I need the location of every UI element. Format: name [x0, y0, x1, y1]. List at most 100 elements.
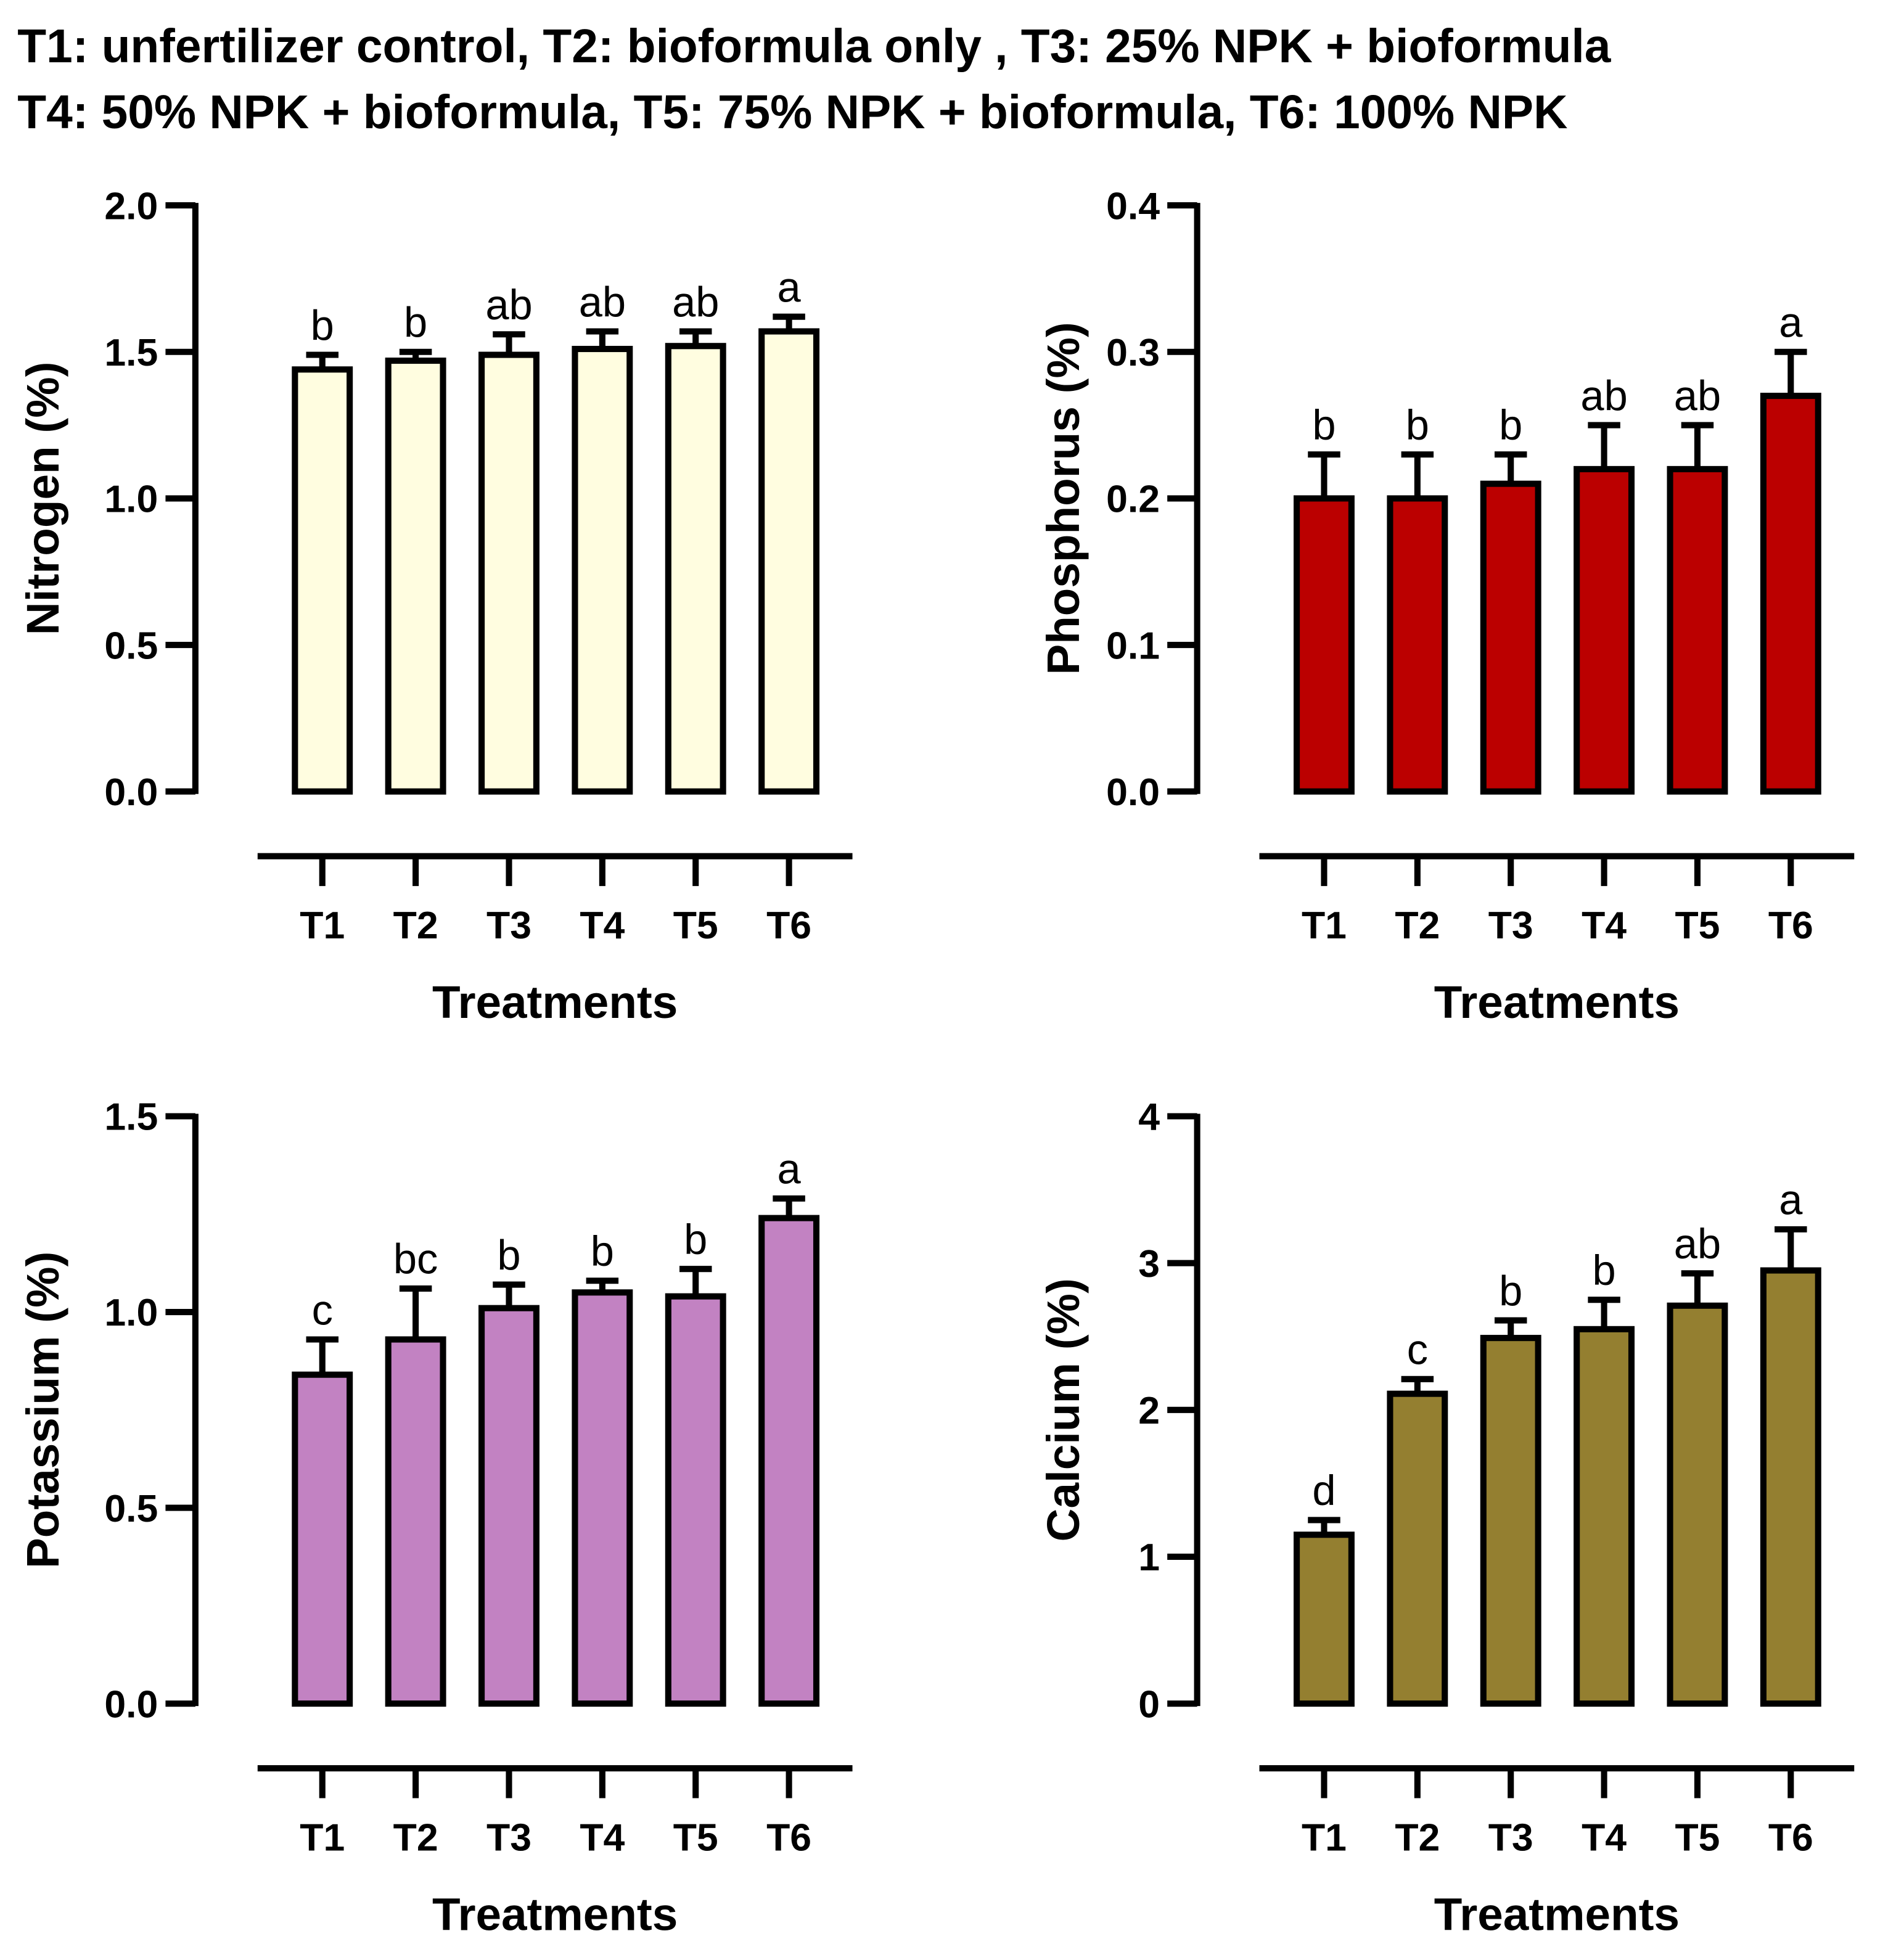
x-tick-label: T4 [1582, 1816, 1627, 1859]
x-tick-label: T6 [1768, 904, 1813, 947]
x-axis-label: Treatments [1434, 976, 1680, 1028]
significance-letter-T5: b [684, 1216, 707, 1263]
bar-T5 [665, 343, 726, 795]
bar-T5 [1667, 1302, 1728, 1707]
x-tick-label: T1 [1302, 1816, 1347, 1859]
y-tick-label: 0.0 [1106, 771, 1160, 814]
chart-panel-1: 0.0 0.5 1.0 1.5 2.0 Nitrogen (%) b T1 b T2 ab T3 ab T… [17, 184, 853, 1028]
y-tick-label: 0 [1138, 1683, 1160, 1726]
significance-letter-T4: b [591, 1228, 614, 1275]
bar-T2 [385, 1336, 446, 1707]
bar-T6 [758, 1215, 820, 1707]
y-axis-label: Potassium (%) [17, 1252, 68, 1568]
y-tick-label: 1.0 [104, 1291, 158, 1334]
y-tick-label: 0.5 [104, 624, 158, 667]
bar-T3 [1480, 1335, 1541, 1707]
y-tick-label: 1 [1138, 1536, 1160, 1579]
bar-T3 [478, 1305, 540, 1707]
x-tick-label: T1 [300, 904, 345, 947]
y-tick-label: 2.0 [104, 184, 158, 228]
bar-T6 [1760, 393, 1821, 795]
significance-letter-T3: b [1499, 401, 1522, 449]
y-tick-label: 0.4 [1106, 184, 1160, 228]
bar-T4 [1574, 1326, 1635, 1707]
significance-letter-T4: ab [579, 278, 626, 326]
significance-letter-T6: a [1779, 299, 1803, 346]
x-tick-label: T3 [486, 1816, 531, 1859]
bar-T1 [292, 366, 353, 795]
x-tick-label: T4 [580, 1816, 625, 1859]
significance-letter-T6: a [1779, 1176, 1803, 1224]
bar-T3 [1480, 480, 1541, 795]
bar-T6 [758, 328, 820, 795]
x-tick-label: T6 [1768, 1816, 1813, 1859]
y-tick-label: 2 [1138, 1389, 1160, 1432]
x-tick-label: T4 [580, 904, 625, 947]
chart-panel-3: 0.0 0.5 1.0 1.5 Potassium (%) c T1 bc T2 b T3 b T4 b T… [17, 1096, 853, 1940]
significance-letter-T5: ab [1674, 372, 1721, 419]
x-tick-label: T5 [673, 904, 718, 947]
x-tick-label: T1 [300, 1816, 345, 1859]
bar-T4 [572, 1289, 633, 1707]
bar-T5 [1667, 465, 1728, 795]
significance-letter-T2: b [1406, 401, 1429, 449]
y-tick-label: 0.2 [1106, 478, 1160, 521]
chart-panel-4: 0 1 2 3 4 Calcium (%) d T1 c T2 b T3 b T4 ab T5 a T6 Treat… [1037, 1096, 1855, 1940]
chart-panel-2: 0.0 0.1 0.2 0.3 0.4 Phosphorus (%) b T1 b T2 b T3 ab… [1037, 184, 1855, 1028]
significance-letter-T1: c [312, 1286, 333, 1334]
y-tick-label: 0.3 [1106, 331, 1160, 374]
bar-T4 [1574, 465, 1635, 795]
x-tick-label: T3 [1488, 1816, 1533, 1859]
x-tick-label: T2 [1395, 1816, 1440, 1859]
x-tick-label: T4 [1582, 904, 1627, 947]
y-tick-label: 0.0 [104, 771, 158, 814]
x-tick-label: T3 [486, 904, 531, 947]
x-axis-label: Treatments [432, 976, 678, 1028]
significance-letter-T6: a [778, 1146, 802, 1193]
bar-T3 [478, 351, 540, 795]
y-tick-label: 1.5 [104, 1096, 158, 1139]
significance-letter-T1: d [1312, 1467, 1336, 1514]
y-tick-label: 1.0 [104, 478, 158, 521]
significance-letter-T2: bc [393, 1236, 438, 1283]
significance-letter-T4: ab [1580, 372, 1627, 419]
bar-T2 [385, 357, 446, 795]
y-tick-label: 1.5 [104, 331, 158, 374]
bar-T1 [292, 1371, 353, 1707]
x-tick-label: T1 [1302, 904, 1347, 947]
bar-T2 [1387, 495, 1448, 795]
x-tick-label: T5 [1675, 1816, 1720, 1859]
x-tick-label: T2 [393, 1816, 438, 1859]
y-axis-label: Nitrogen (%) [17, 362, 68, 636]
significance-letter-T3: b [497, 1231, 520, 1279]
legend-title-line-2: T4: 50% NPK + bioformula, T5: 75% NPK + … [17, 86, 1567, 139]
significance-letter-T5: ab [1674, 1220, 1721, 1268]
x-tick-label: T2 [1395, 904, 1440, 947]
significance-letter-T5: ab [672, 278, 719, 326]
significance-letter-T2: b [404, 299, 427, 346]
y-tick-label: 0.1 [1106, 624, 1160, 667]
x-tick-label: T6 [766, 904, 811, 947]
legend-title-line-1: T1: unfertilizer control, T2: bioformula… [17, 20, 1612, 73]
y-tick-label: 0.5 [104, 1487, 158, 1530]
significance-letter-T1: b [1312, 401, 1336, 449]
significance-letter-T3: b [1499, 1267, 1522, 1314]
x-tick-label: T2 [393, 904, 438, 947]
y-axis-label: Calcium (%) [1037, 1278, 1089, 1541]
y-axis-label: Phosphorus (%) [1037, 322, 1089, 675]
x-tick-label: T5 [673, 1816, 718, 1859]
significance-letter-T6: a [778, 264, 802, 311]
y-tick-label: 0.0 [104, 1683, 158, 1726]
x-axis-label: Treatments [1434, 1888, 1680, 1940]
y-tick-label: 4 [1138, 1096, 1160, 1139]
x-tick-label: T6 [766, 1816, 811, 1859]
bar-T2 [1387, 1390, 1448, 1707]
bar-T4 [572, 345, 633, 795]
significance-letter-T3: ab [485, 281, 532, 329]
bar-T5 [665, 1293, 726, 1707]
bar-T6 [1760, 1267, 1821, 1707]
bar-T1 [1294, 495, 1355, 795]
significance-letter-T2: c [1407, 1326, 1428, 1374]
bar-T1 [1294, 1532, 1355, 1707]
